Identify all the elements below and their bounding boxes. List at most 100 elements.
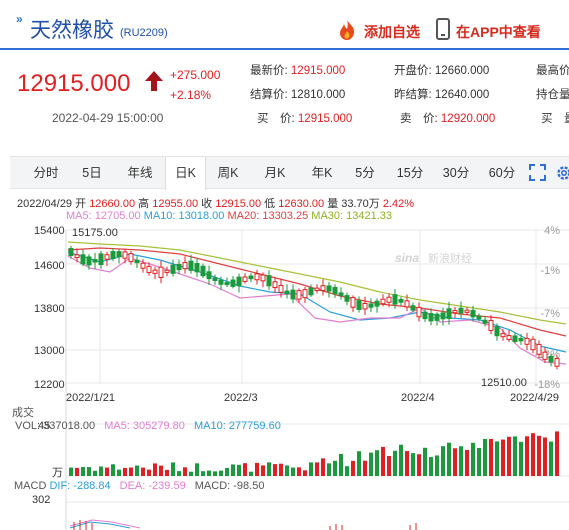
volume-bar [543,437,547,476]
volume-ma10: MA10: 277759.60 [193,420,281,432]
volume-bar [315,462,319,476]
quote-field: 买 量 [541,113,569,125]
volume-bar [153,463,157,476]
page-title: 天然橡胶 [30,19,114,42]
candle [212,277,218,281]
volume-bar [435,455,439,476]
volume-bar [81,467,85,476]
candle [302,289,308,299]
contract-code: (RU2209) [120,27,168,39]
y-tick: 12200 [34,379,65,391]
candle [362,302,368,310]
volume-bar [111,464,115,476]
candle [326,285,332,292]
tab-5day[interactable]: 5日 [82,166,102,180]
volume-bar [279,463,283,476]
tab-15min[interactable]: 15分 [396,166,424,180]
tab-intraday[interactable]: 分时 [33,166,59,180]
tab-weekly-k[interactable]: 周K [217,166,239,180]
tab-5min[interactable]: 5分 [355,166,375,180]
volume-bar [231,464,235,476]
y-tick: 13800 [34,303,65,315]
change-percent: +2.18% [170,88,212,102]
volume-bar [477,447,481,476]
add-favorite-link[interactable]: 添加自选 [364,24,420,40]
tab-monthly-k[interactable]: 月K [264,166,286,180]
pct-tick: -18% [534,379,560,391]
volume-bar [411,453,415,476]
phone-icon[interactable] [436,18,450,40]
candle [278,284,284,293]
candle [452,310,458,314]
volume-bar [345,466,349,476]
ma5-label: MA5: 12705.00 [66,210,141,222]
volume-unit: 万 [52,467,63,479]
volume-title: 成交 [12,407,34,419]
volume-bar [285,465,289,476]
volume-bar [417,454,421,476]
candle [422,311,428,320]
volume-bar [123,467,127,476]
volume-bar [141,467,145,476]
macd-value: MACD: -98.50 [194,480,265,492]
volume-bar [525,436,529,476]
candle [332,286,338,295]
expand-icon[interactable] [529,164,546,181]
candle [170,264,176,274]
volume-bar [75,467,79,476]
macd-dea-line [69,519,141,529]
volume-bar [135,465,139,476]
price-change: +275.000 +2.18% [170,65,220,105]
fire-icon[interactable] [338,19,356,41]
macd-title: MACD [14,480,47,492]
macd-legend: MACD DIF: -288.84 DEA: -239.59 MACD: -98… [14,480,264,492]
volume-bar [537,435,541,476]
volume-bar [177,471,181,476]
y-tick: 14600 [34,260,65,272]
candle [404,300,410,308]
candle [194,262,200,273]
kline-chart[interactable]: sina 新浪财经 15400 14600 13800 13000 12200 … [0,222,569,530]
candle [542,351,548,360]
tab-60min[interactable]: 60分 [488,166,516,180]
candle [476,315,482,320]
candle [146,265,152,273]
volume-bar [189,471,193,476]
candle [458,307,464,314]
volume-bar [453,448,457,476]
candle [368,303,374,308]
volume-bar [69,467,73,476]
volume-bar [471,442,475,476]
open-in-app-link[interactable]: 在APP中查看 [456,24,541,40]
macd-dea: DEA: -239.59 [119,480,186,492]
tab-yearly-k[interactable]: 年K [311,166,333,180]
volume-bar [267,462,271,476]
volume-legend: 成交 VOL: 337018.00 MA5: 305279.80 MA10: 2… [12,404,281,432]
candle [464,309,470,313]
volume-ma5: MA5: 305279.80 [104,420,185,432]
volume-bar [165,469,169,476]
double-chevron-icon: » [16,12,23,26]
candle [428,313,434,322]
volume-bar [219,470,223,476]
quote-field: 最新价: 12915.000 [250,65,346,77]
candle [218,279,224,285]
x-tick: 2022/4 [401,392,435,404]
gear-icon[interactable] [555,164,569,182]
tab-daily-k[interactable]: 日K [165,157,206,190]
quote-field: 持仓量 [536,89,569,101]
tab-30min[interactable]: 30分 [442,166,470,180]
volume-bar [243,463,247,476]
candle [140,262,146,269]
pct-tick: 4% [544,225,560,237]
volume-bar [381,446,385,476]
quote-time: 2022-04-29 15:00:00 [52,111,164,125]
volume-bar [321,458,325,476]
candle [242,276,248,282]
tab-yearline[interactable]: 年线 [127,166,153,180]
volume-bar [489,438,493,476]
volume-bars-layer [69,431,559,476]
candle [296,290,302,300]
candle [284,290,290,295]
candle [524,337,530,345]
